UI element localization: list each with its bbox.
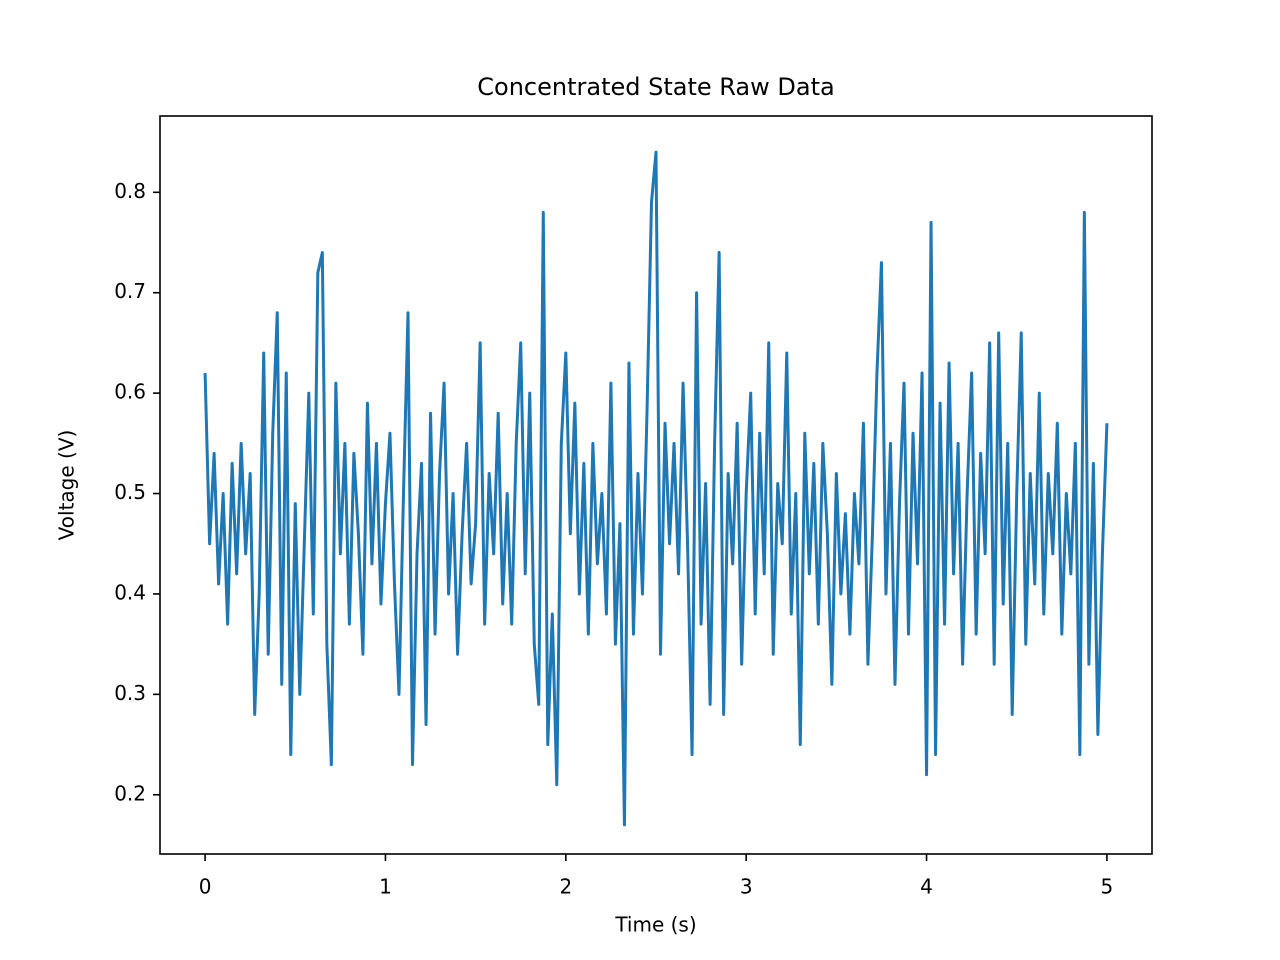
axes-frame xyxy=(159,115,1153,855)
y-tick-label: 0.2 xyxy=(114,781,146,805)
x-tick-label: 1 xyxy=(379,875,392,899)
x-tick-label: 5 xyxy=(1101,875,1114,899)
x-axis-label: Time (s) xyxy=(614,913,696,937)
y-tick-label: 0.8 xyxy=(114,179,146,203)
data-line xyxy=(203,150,1109,827)
y-tick-label: 0.6 xyxy=(114,380,146,404)
y-tick-label: 0.5 xyxy=(114,480,146,504)
x-tick-label: 3 xyxy=(740,875,753,899)
chart-title: Concentrated State Raw Data xyxy=(477,73,834,101)
x-tick-label: 0 xyxy=(199,875,212,899)
x-tick-label: 4 xyxy=(920,875,933,899)
y-axis-label: Voltage (V) xyxy=(55,430,79,541)
y-tick-label: 0.7 xyxy=(114,279,146,303)
y-tick-label: 0.4 xyxy=(114,580,146,604)
y-tick-label: 0.3 xyxy=(114,681,146,705)
x-tick-label: 2 xyxy=(559,875,572,899)
